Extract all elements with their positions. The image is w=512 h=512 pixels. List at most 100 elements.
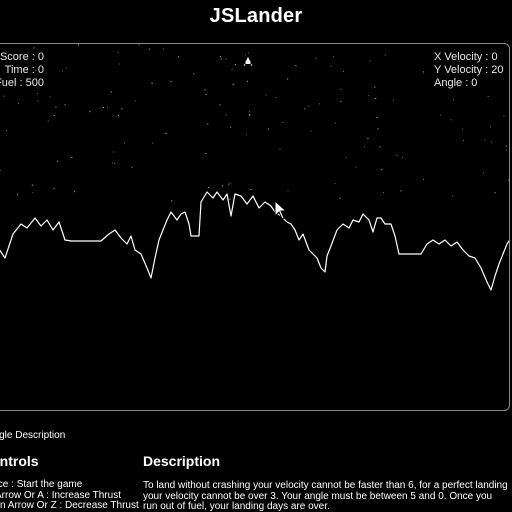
toggle-description-link[interactable]: Toggle Description xyxy=(0,430,80,441)
star xyxy=(400,190,402,192)
star xyxy=(171,200,173,202)
star xyxy=(112,162,114,164)
score-readout: Score : 0 xyxy=(0,51,44,63)
star xyxy=(396,154,398,156)
fuel-readout: Fuel : 500 xyxy=(0,77,44,89)
star xyxy=(308,105,310,107)
star xyxy=(55,106,57,108)
star xyxy=(248,114,250,116)
star xyxy=(494,192,496,194)
star xyxy=(77,44,79,46)
star xyxy=(117,114,119,116)
star xyxy=(114,162,116,164)
star xyxy=(423,178,424,180)
star xyxy=(440,114,442,116)
star xyxy=(152,142,154,144)
star xyxy=(123,142,125,144)
star xyxy=(401,157,403,159)
star xyxy=(35,77,37,79)
star xyxy=(287,190,289,192)
star xyxy=(134,100,136,102)
star xyxy=(330,65,332,67)
star xyxy=(367,138,369,140)
star xyxy=(250,189,252,190)
star xyxy=(484,139,486,141)
star xyxy=(450,119,452,121)
star xyxy=(332,56,334,58)
lander-ship xyxy=(243,57,253,67)
star xyxy=(193,73,195,75)
control-item: Down Arrow Or Z : Decrease Thrust xyxy=(0,500,139,511)
star xyxy=(246,80,248,82)
description-text: To land without crashing your velocity c… xyxy=(143,480,508,512)
star xyxy=(65,67,67,69)
star xyxy=(345,157,347,159)
star xyxy=(315,57,317,59)
star xyxy=(506,149,507,151)
star xyxy=(422,71,424,72)
star xyxy=(340,88,342,90)
star xyxy=(20,85,22,87)
star xyxy=(102,107,104,108)
star xyxy=(225,58,227,60)
controls-heading: Controls xyxy=(0,453,39,469)
star xyxy=(267,128,269,130)
star xyxy=(452,99,454,101)
game-canvas[interactable] xyxy=(0,43,510,411)
star xyxy=(107,106,109,108)
star xyxy=(452,195,454,197)
star xyxy=(49,96,51,98)
star xyxy=(131,166,133,168)
star xyxy=(343,71,344,72)
star xyxy=(151,82,153,84)
star xyxy=(339,197,341,199)
star xyxy=(221,185,223,187)
description-heading: Description xyxy=(143,453,221,469)
time-readout: Time : 0 xyxy=(4,64,44,76)
controls-list: Space : Start the game Up Arrow Or A : I… xyxy=(0,479,140,512)
star xyxy=(340,101,342,103)
star xyxy=(384,54,386,56)
star xyxy=(207,187,209,189)
x-velocity-readout: X Velocity : 0 xyxy=(434,51,498,63)
star xyxy=(170,81,172,83)
star xyxy=(17,103,19,104)
star xyxy=(53,187,55,189)
star xyxy=(392,100,394,102)
star xyxy=(367,95,369,97)
star xyxy=(220,58,222,60)
star xyxy=(503,115,505,117)
star xyxy=(177,56,179,58)
star xyxy=(491,141,493,143)
star xyxy=(249,111,251,113)
star xyxy=(369,60,371,62)
star xyxy=(138,44,140,45)
star xyxy=(33,47,35,49)
star xyxy=(287,78,289,80)
star xyxy=(334,183,336,185)
star xyxy=(35,70,37,72)
starfield xyxy=(0,44,509,202)
star xyxy=(355,166,357,168)
star xyxy=(310,130,312,132)
star xyxy=(279,148,281,150)
star xyxy=(505,145,507,147)
star xyxy=(118,63,120,65)
star xyxy=(62,70,64,72)
star xyxy=(246,133,247,135)
control-item: Space : Start the game xyxy=(0,479,83,490)
star xyxy=(36,92,38,94)
star xyxy=(219,56,221,58)
star xyxy=(487,96,489,97)
star xyxy=(113,151,115,153)
star xyxy=(0,169,1,171)
mouse-cursor-icon xyxy=(274,200,288,220)
control-item: Up Arrow Or A : Increase Thrust xyxy=(0,489,121,501)
star xyxy=(334,122,336,124)
star xyxy=(32,192,34,194)
star xyxy=(244,54,246,56)
star xyxy=(205,153,207,154)
page-title: JSLander xyxy=(209,5,303,27)
star xyxy=(381,169,383,171)
star xyxy=(230,126,232,128)
